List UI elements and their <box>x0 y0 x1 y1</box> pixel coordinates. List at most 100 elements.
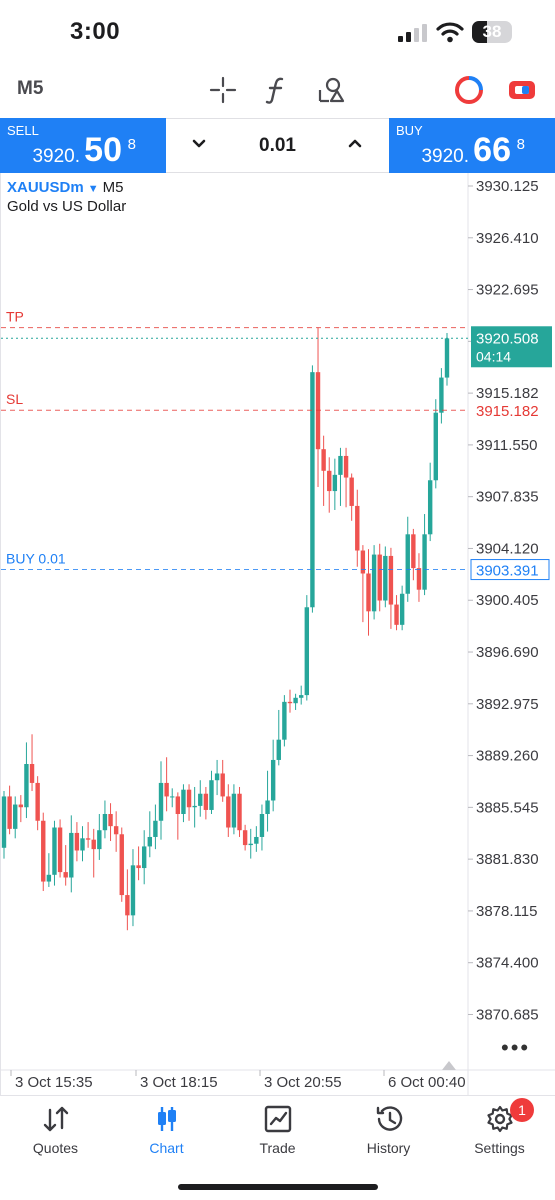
level-label: SL <box>6 391 23 407</box>
candle-body <box>394 604 399 625</box>
candle-body <box>259 814 265 837</box>
y-tick-label: 3922.695 <box>476 282 539 299</box>
candle-body <box>119 834 124 896</box>
tab-trade[interactable]: Trade <box>222 1096 333 1166</box>
candle-body <box>125 895 130 916</box>
bottom-tab-bar: Quotes Chart Trade History <box>0 1095 555 1200</box>
candle-body <box>85 838 91 840</box>
candle-body <box>427 480 433 535</box>
candle-body <box>349 477 354 506</box>
cellular-signal-icon <box>398 24 427 42</box>
candle-body <box>287 701 293 704</box>
symbol-name[interactable]: XAUUSDm <box>7 179 84 196</box>
candle-body <box>24 764 29 808</box>
candle-body <box>91 839 96 850</box>
battery-percent: 38 <box>482 22 502 41</box>
sell-label: SELL <box>7 123 39 138</box>
candle-body <box>343 455 349 478</box>
candle-body <box>170 796 175 798</box>
candle-body <box>265 800 270 815</box>
candle-body <box>444 338 450 378</box>
y-tick-label: 3911.550 <box>476 437 537 454</box>
candle-body <box>282 701 287 740</box>
symbol-description: Gold vs US Dollar <box>7 198 127 215</box>
gear-icon <box>487 1105 513 1133</box>
function-glyph <box>265 77 284 104</box>
chevron-down-icon[interactable] <box>188 133 210 155</box>
crosshair-icon[interactable] <box>207 74 239 106</box>
y-tick-label: 3926.410 <box>476 230 539 247</box>
chevron-up-icon[interactable] <box>344 133 366 155</box>
y-tick-label: 3885.545 <box>476 799 539 816</box>
objects-icon[interactable] <box>315 74 347 106</box>
symbol-header[interactable]: XAUUSDm ▼ M5 <box>7 179 123 196</box>
sell-price-main: 3920. <box>32 146 80 167</box>
level-tag: 3915.182 <box>476 403 539 420</box>
candle-body <box>97 830 102 850</box>
tab-settings[interactable]: 1 Settings <box>444 1096 555 1166</box>
y-tick-label: 3930.125 <box>476 178 539 195</box>
more-options-icon[interactable]: ••• <box>501 1035 531 1060</box>
tab-quotes[interactable]: Quotes <box>0 1096 111 1166</box>
buy-button[interactable]: BUY 3920. 66 8 <box>389 118 555 173</box>
y-tick-label: 3881.830 <box>476 851 539 868</box>
history-icon <box>376 1106 403 1131</box>
candle-body <box>52 827 57 875</box>
candle-timer-label: 04:14 <box>476 348 511 364</box>
lot-size-value[interactable]: 0.01 <box>259 135 296 156</box>
candle-body <box>332 474 338 492</box>
sell-price-sup: 8 <box>127 136 136 153</box>
shapes-glyph <box>318 77 345 103</box>
candle-body <box>130 865 136 916</box>
trading-glyph <box>509 81 535 99</box>
one-click-trading-icon[interactable] <box>506 74 538 106</box>
tab-history[interactable]: History <box>333 1096 444 1166</box>
x-tick-label: 3 Oct 20:55 <box>264 1074 342 1091</box>
candle-body <box>57 827 63 873</box>
candle-body <box>237 793 242 831</box>
y-tick-label: 3870.685 <box>476 1006 539 1023</box>
settings-badge: 1 <box>510 1098 534 1122</box>
candle-body <box>41 820 46 882</box>
symbol-caret-icon[interactable]: ▼ <box>87 183 99 195</box>
y-tick-label: 3900.405 <box>476 592 539 609</box>
candle-body <box>136 865 141 869</box>
level-tag-box <box>470 559 550 581</box>
candle-body <box>198 793 203 806</box>
candle-body <box>7 796 12 829</box>
y-tick-label: 3878.115 <box>476 903 537 920</box>
tab-chart[interactable]: Chart <box>111 1096 222 1166</box>
candle-body <box>270 759 276 801</box>
sell-price-big: 50 <box>84 131 122 169</box>
candle-body <box>13 804 18 829</box>
price-chart[interactable]: 3930.1253926.4103922.6953918.9803915.182… <box>1 173 555 1095</box>
candle-body <box>226 796 231 828</box>
chart-toolbar: M5 <box>0 66 555 118</box>
candle-body <box>147 836 152 847</box>
candle-body <box>63 872 68 878</box>
buy-label: BUY <box>396 123 423 138</box>
chart-area[interactable]: 3930.1253926.4103922.6953918.9803915.182… <box>0 173 555 1095</box>
candle-body <box>203 793 209 810</box>
symbol-timeframe: M5 <box>102 179 124 196</box>
timeframe-button[interactable]: M5 <box>17 78 44 99</box>
indicators-icon[interactable] <box>261 74 293 106</box>
candle-body <box>399 593 405 625</box>
buy-price-sup: 8 <box>516 136 525 153</box>
candle-body <box>411 534 416 569</box>
candle-body <box>355 505 360 551</box>
battery-icon: 38 <box>472 21 512 43</box>
candle-body <box>433 412 438 481</box>
sell-button[interactable]: SELL 3920. 50 8 <box>0 118 166 173</box>
candles-icon <box>158 1107 176 1131</box>
y-tick-label: 3904.120 <box>476 540 539 557</box>
candle-body <box>175 796 181 815</box>
candle-body <box>276 739 281 760</box>
candle-body <box>439 377 444 413</box>
circle-logo-glyph <box>455 76 483 104</box>
candle-body <box>35 782 40 821</box>
account-switch-icon[interactable] <box>453 74 485 106</box>
candle-body <box>388 555 394 605</box>
buy-price-big: 66 <box>473 131 511 169</box>
wifi-icon <box>436 22 464 43</box>
